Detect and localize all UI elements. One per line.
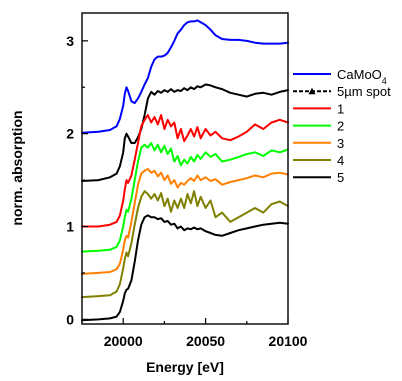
y-tick-label-3: 3 [66,33,74,49]
legend-label-6: 5 [337,170,344,185]
x-tick-label-0: 20000 [104,333,143,349]
legend-marker-1 [308,87,316,95]
series-line-6 [81,214,289,322]
series-line-0 [81,19,289,134]
legend-label-1: 5µm spot [337,84,391,99]
legend-label-3: 2 [337,119,344,134]
y-tick-label-2: 2 [66,126,74,142]
y-tick-label-0: 0 [66,311,74,327]
axis-ticks: 20000 20050 20100 0 1 2 3 [66,33,307,349]
x-tick-label-1: 20050 [186,333,225,349]
y-tick-label-1: 1 [66,219,74,235]
legend-label-2: 1 [337,101,344,116]
plot-lines [81,19,289,322]
x-tick-label-2: 20100 [269,333,308,349]
legend-label-4: 3 [337,136,344,151]
series-line-1 [81,83,289,182]
legend-label-0: CaMoO4 [337,67,387,86]
x-axis-title: Energy [eV] [146,359,224,375]
legend-label-5: 4 [337,153,344,168]
y-axis-title: norm. absorption [9,110,25,225]
plot-frame [81,12,289,325]
series-line-3 [81,142,289,253]
series-line-5 [81,190,289,299]
series-line-2 [81,114,289,228]
series-line-4 [81,168,289,275]
